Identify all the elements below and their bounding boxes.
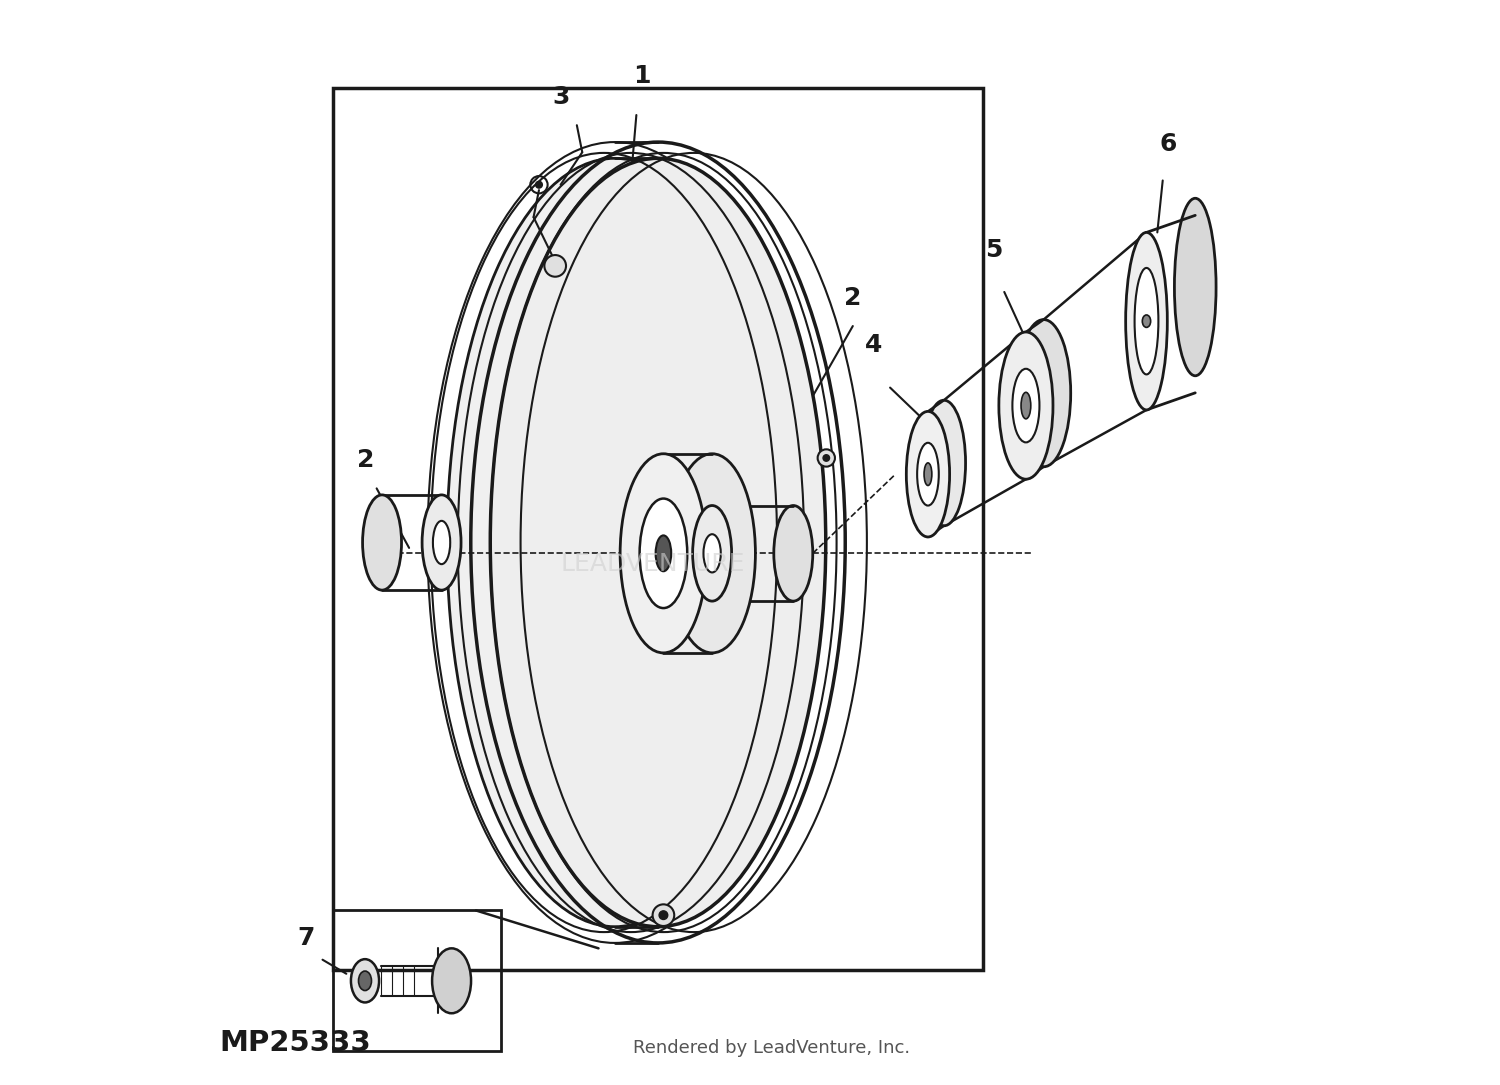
Ellipse shape [433,521,450,564]
Text: MP25333: MP25333 [219,1029,372,1057]
Ellipse shape [774,506,813,601]
Ellipse shape [422,495,460,590]
Ellipse shape [1174,199,1216,375]
Ellipse shape [639,499,687,608]
Text: 1: 1 [633,64,651,88]
Bar [333,88,983,970]
Text: 3: 3 [552,85,570,108]
Ellipse shape [924,463,932,485]
Ellipse shape [351,959,380,1003]
Ellipse shape [1017,320,1071,467]
Ellipse shape [1134,268,1158,374]
Ellipse shape [1125,232,1167,410]
Text: 2: 2 [357,448,375,472]
Text: 6: 6 [1160,131,1178,155]
Ellipse shape [447,158,783,927]
Text: 5: 5 [986,238,1002,261]
Ellipse shape [669,454,756,653]
Ellipse shape [999,332,1053,480]
Text: 7: 7 [297,926,315,949]
Circle shape [536,181,542,188]
Ellipse shape [922,400,966,526]
Ellipse shape [824,455,830,461]
Ellipse shape [652,904,674,926]
Ellipse shape [358,971,372,991]
Ellipse shape [818,449,836,467]
Ellipse shape [1022,393,1031,419]
Text: LEADVENTURE: LEADVENTURE [561,552,746,576]
Text: Rendered by LeadVenture, Inc.: Rendered by LeadVenture, Inc. [633,1038,910,1057]
Ellipse shape [906,411,950,537]
Ellipse shape [490,158,826,927]
Ellipse shape [656,535,670,571]
Ellipse shape [544,255,566,277]
Ellipse shape [432,948,471,1013]
Ellipse shape [658,910,668,919]
Ellipse shape [916,443,939,506]
Ellipse shape [1143,315,1150,328]
Text: 4: 4 [865,333,882,357]
Ellipse shape [1013,369,1040,443]
Text: 2: 2 [844,285,861,310]
Ellipse shape [620,454,706,653]
Bar [333,910,501,1051]
Ellipse shape [704,534,722,573]
Ellipse shape [363,495,402,590]
Ellipse shape [693,506,732,601]
